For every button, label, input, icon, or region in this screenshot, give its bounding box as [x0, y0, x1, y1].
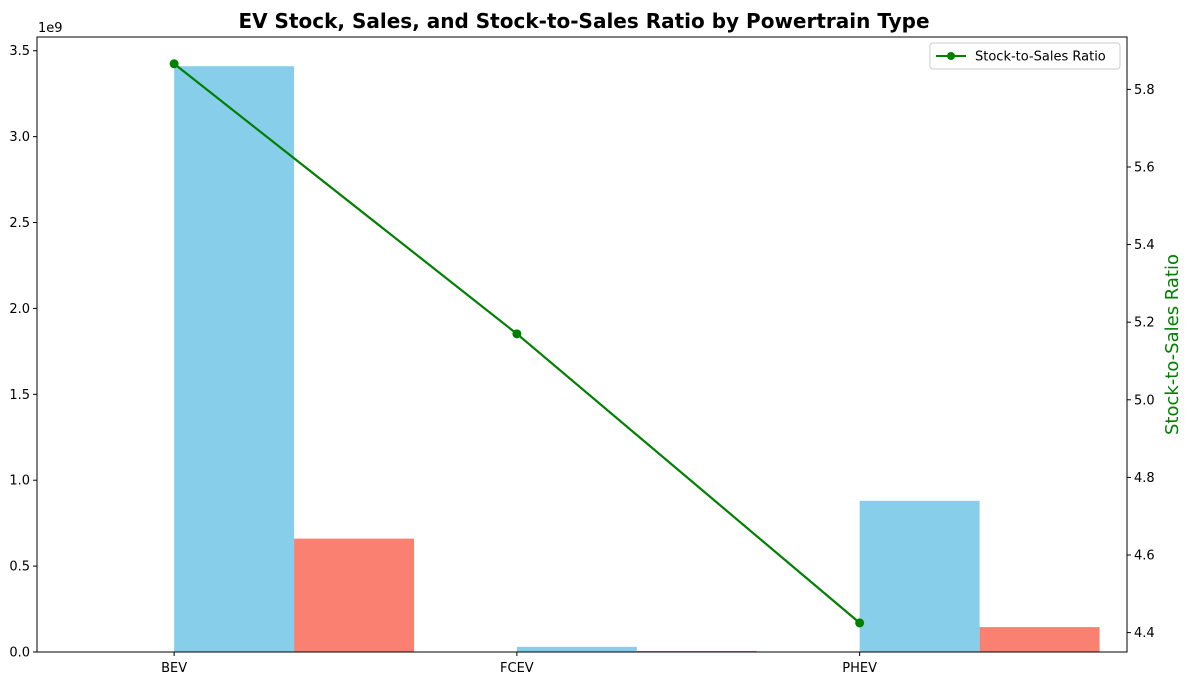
left-y-axis: 0.0 0.5 1.0 1.5 2.0 2.5 3.0 3.5 — [9, 44, 37, 661]
legend: Stock-to-Sales Ratio — [929, 42, 1121, 70]
right-tick-label: 4.4 — [1134, 626, 1155, 641]
right-y-axis: 4.4 4.6 4.8 5.0 5.2 5.4 5.6 5.8 — [1127, 83, 1155, 641]
ratio-point — [512, 329, 522, 339]
bar-fcev-2 — [636, 650, 757, 652]
bar-bev-1 — [174, 66, 295, 652]
right-tick-label: 5.2 — [1134, 316, 1155, 331]
right-tick-label: 4.6 — [1134, 548, 1155, 563]
left-axis-offset-label: 1e9 — [38, 21, 63, 36]
left-tick-label: 2.5 — [9, 216, 30, 231]
right-tick-label: 5.4 — [1134, 238, 1155, 253]
chart-title: EV Stock, Sales, and Stock-to-Sales Rati… — [238, 9, 929, 33]
ratio-point — [169, 59, 179, 69]
legend-marker — [947, 52, 955, 60]
left-tick-label: 3.0 — [9, 130, 30, 145]
left-tick-label: 1.0 — [9, 474, 30, 489]
legend-box — [929, 42, 1121, 70]
x-tick-label: BEV — [161, 661, 187, 676]
right-tick-label: 5.6 — [1134, 160, 1155, 175]
bar-bev-2 — [294, 538, 415, 652]
bar-phev-2 — [979, 627, 1100, 652]
right-tick-label: 5.0 — [1134, 393, 1155, 408]
ratio-point — [855, 618, 865, 628]
right-tick-label: 4.8 — [1134, 471, 1155, 486]
right-axis-label: Stock-to-Sales Ratio — [1162, 254, 1183, 435]
x-axis: BEV FCEV PHEV — [161, 652, 877, 676]
bar-phev-1 — [859, 500, 980, 652]
left-tick-label: 3.5 — [9, 44, 30, 59]
left-tick-label: 2.0 — [9, 302, 30, 317]
legend-label: Stock-to-Sales Ratio — [975, 50, 1106, 65]
ratio-line-group — [169, 59, 865, 628]
left-tick-label: 0.0 — [9, 646, 30, 661]
plot-frame — [36, 36, 1128, 653]
right-tick-label: 5.8 — [1134, 83, 1155, 98]
x-tick-label: FCEV — [500, 661, 534, 676]
left-tick-label: 1.5 — [9, 388, 30, 403]
x-tick-label: PHEV — [842, 661, 877, 676]
bar-fcev-1 — [516, 646, 637, 652]
left-tick-label: 0.5 — [9, 560, 30, 575]
bars-group — [174, 66, 1100, 652]
